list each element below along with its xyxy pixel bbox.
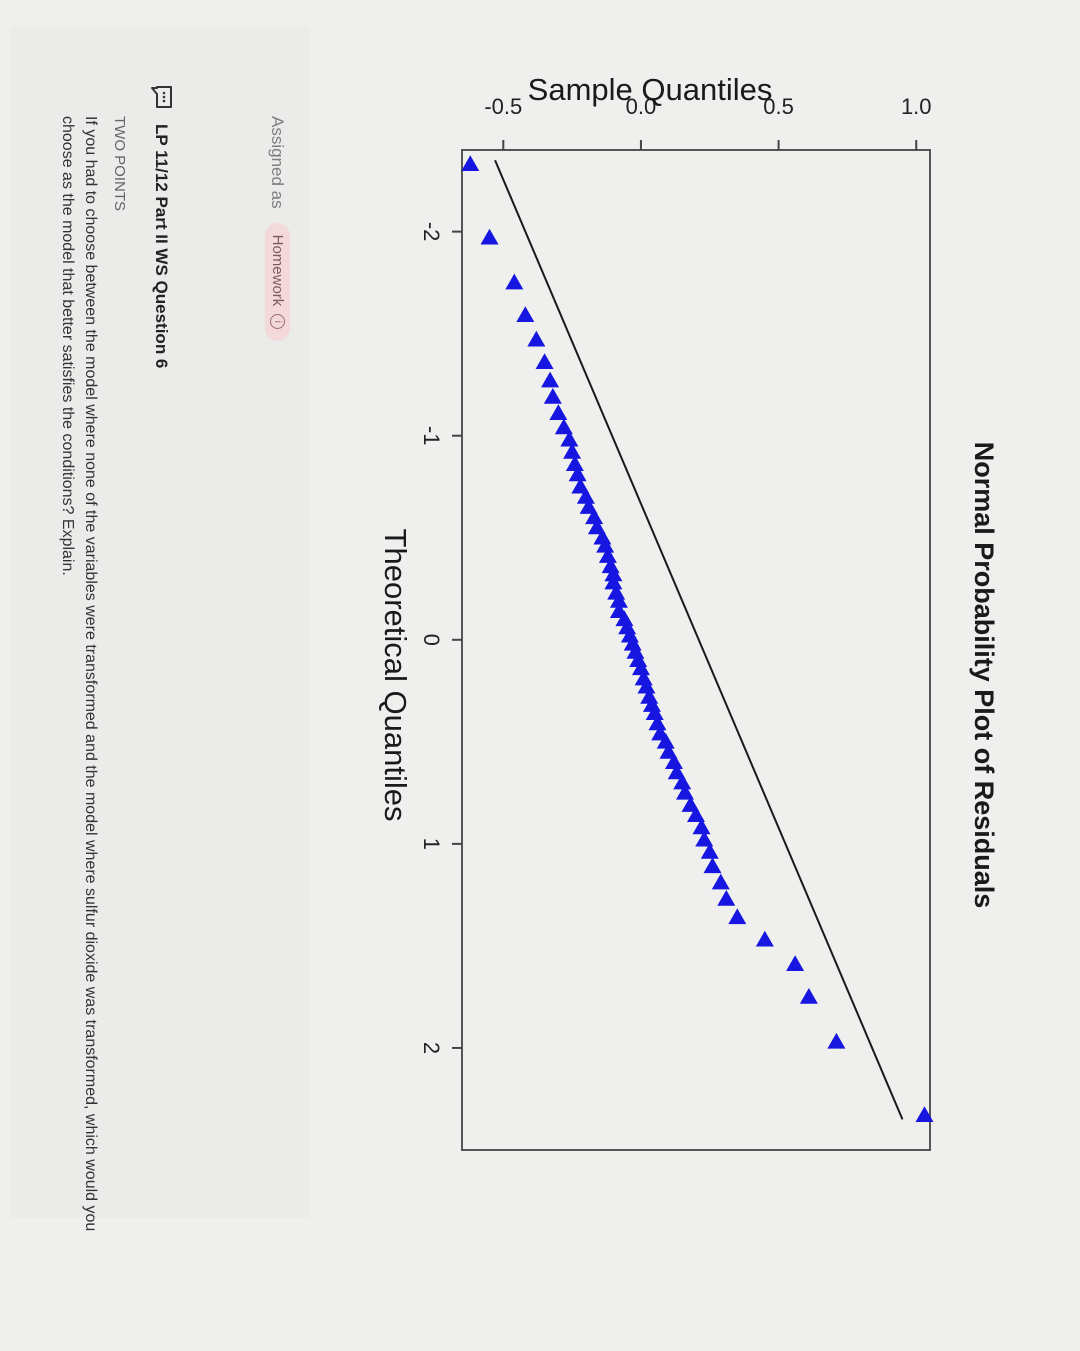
data-point-16: [579, 498, 598, 514]
data-point-39: [645, 704, 664, 721]
data-point-54: [711, 873, 730, 890]
data-point-50: [692, 818, 711, 835]
reference-line: [494, 159, 904, 1120]
data-point-5: [535, 353, 554, 369]
x-tick-label: -1: [419, 426, 444, 446]
data-point-24: [604, 573, 623, 590]
data-point-61: [915, 1106, 934, 1123]
data-point-34: [631, 659, 650, 676]
y-tick-label: 0.0: [626, 94, 657, 119]
points-label: TWO POINTS: [111, 116, 128, 211]
data-point-23: [604, 565, 623, 582]
data-point-42: [656, 732, 675, 749]
x-tick-label: -2: [419, 222, 444, 242]
x-tick-label: 1: [419, 838, 444, 850]
data-point-57: [755, 930, 774, 947]
y-tick-label: 1.0: [901, 94, 932, 119]
homework-badge-label: Homework: [269, 234, 286, 307]
question-prompt: If you had to choose between the model w…: [59, 116, 99, 1232]
data-point-10: [560, 430, 579, 447]
data-point-7: [543, 387, 562, 404]
data-point-51: [695, 830, 714, 847]
x-tick-label: 2: [419, 1042, 444, 1054]
data-point-4: [527, 330, 546, 347]
data-point-52: [700, 843, 719, 859]
data-point-20: [596, 536, 615, 553]
data-point-55: [717, 889, 736, 906]
assigned-row: Assigned as Homework i: [265, 116, 290, 342]
data-point-11: [563, 443, 582, 459]
data-point-36: [637, 677, 656, 694]
data-point-60: [827, 1032, 846, 1049]
data-point-8: [549, 404, 568, 421]
y-axis-label: Sample Quantiles: [528, 72, 773, 107]
y-tick-label: -0.5: [484, 94, 522, 119]
data-point-59: [799, 987, 818, 1004]
data-point-48: [681, 796, 700, 812]
data-point-47: [675, 783, 694, 800]
data-point-21: [598, 547, 617, 563]
data-point-46: [673, 773, 692, 790]
data-point-17: [585, 508, 604, 525]
data-point-9: [554, 418, 573, 435]
data-point-14: [571, 477, 590, 494]
residual-points: [461, 155, 934, 1123]
x-axis-label: Theoretical Quantiles: [378, 529, 413, 822]
data-point-13: [568, 465, 587, 482]
data-point-2: [505, 273, 524, 290]
assigned-as-label: Assigned as: [268, 116, 288, 209]
data-point-44: [664, 753, 683, 769]
data-point-40: [648, 714, 667, 731]
chart-title: Normal Probability Plot of Residuals: [969, 442, 999, 909]
data-point-53: [703, 857, 722, 874]
question-title[interactable]: LP 11/12 Part II WS Question 6: [152, 124, 171, 369]
data-point-43: [659, 743, 678, 759]
data-point-3: [516, 306, 535, 323]
y-tick-label: 0.5: [763, 94, 794, 119]
data-point-1: [480, 228, 499, 245]
data-point-6: [541, 371, 560, 388]
data-point-58: [786, 955, 805, 972]
normal-probability-plot: Normal Probability Plot of Residuals -2-…: [378, 72, 999, 1151]
info-icon[interactable]: i: [270, 314, 285, 330]
question-header: LP 11/12 Part II WS Question 6: [149, 84, 173, 368]
homework-badge[interactable]: Homework i: [265, 222, 290, 342]
x-tick-label: 0: [419, 634, 444, 646]
chat-bubble-icon: [151, 86, 172, 108]
data-point-0: [461, 155, 480, 172]
plot-frame: [461, 149, 931, 1151]
data-point-49: [687, 806, 705, 823]
data-point-26: [609, 592, 628, 608]
data-point-56: [728, 908, 747, 925]
data-point-18: [587, 518, 606, 535]
data-point-15: [576, 487, 595, 504]
axis-ticks: -2 -1 0 1 2 -0.5 0.0 0.5 1.0: [419, 94, 932, 1054]
data-point-12: [565, 455, 584, 472]
data-point-45: [667, 763, 686, 780]
